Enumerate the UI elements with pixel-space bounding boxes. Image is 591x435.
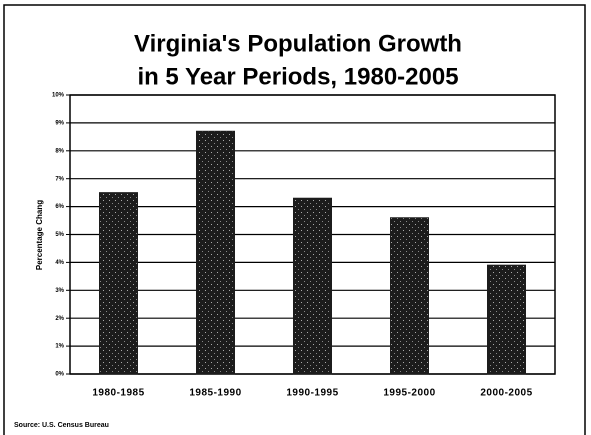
bar [196, 130, 235, 375]
y-tick-label: 8% [55, 148, 64, 154]
bar [99, 192, 138, 375]
y-tick-label: 4% [55, 260, 64, 266]
y-tick-label: 5% [55, 232, 64, 238]
x-tick-label: 2000-2005 [480, 388, 532, 399]
y-tick-label: 3% [55, 288, 64, 294]
x-tick-label: 1990-1995 [286, 388, 338, 399]
bar [293, 197, 332, 375]
frame [3, 4, 586, 435]
y-tick-label: 0% [55, 372, 64, 378]
y-tick-label: 9% [55, 120, 64, 126]
chart-title: Virginia's Population Growth [134, 30, 462, 57]
y-tick-label: 7% [55, 176, 64, 182]
source: Source: U.S. Census Bureau [14, 422, 109, 429]
y-tick-label: 1% [55, 344, 64, 350]
y-tick-label: 2% [55, 316, 64, 322]
bar [487, 264, 526, 375]
x-tick-label: 1995-2000 [383, 388, 435, 399]
x-tick-label: 1985-1990 [189, 388, 241, 399]
bar [390, 217, 429, 375]
y-tick-label: 10% [52, 93, 65, 99]
chart-title: in 5 Year Periods, 1980-2005 [137, 63, 458, 90]
x-tick-label: 1980-1985 [92, 388, 144, 399]
y-axis-label: Percentage Chang [35, 200, 44, 270]
y-tick-label: 6% [55, 204, 64, 210]
